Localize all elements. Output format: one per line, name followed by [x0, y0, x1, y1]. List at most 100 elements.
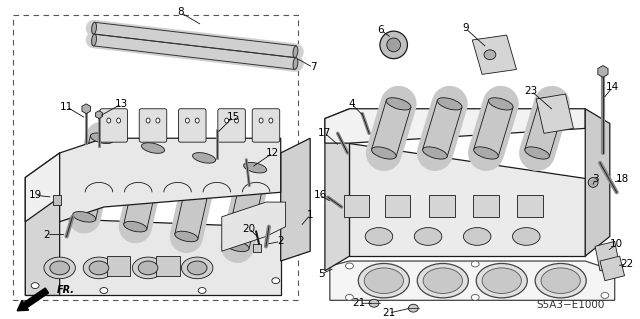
FancyBboxPatch shape: [252, 109, 280, 142]
Ellipse shape: [346, 294, 353, 300]
Text: 1: 1: [307, 210, 314, 220]
Text: 6: 6: [378, 25, 384, 35]
Ellipse shape: [364, 268, 403, 293]
Ellipse shape: [124, 221, 147, 232]
Polygon shape: [26, 217, 281, 295]
Text: 21: 21: [382, 308, 396, 318]
FancyBboxPatch shape: [218, 109, 245, 142]
Ellipse shape: [525, 147, 549, 159]
Bar: [52, 195, 61, 205]
Polygon shape: [349, 143, 585, 256]
Ellipse shape: [484, 50, 496, 60]
Polygon shape: [595, 241, 620, 271]
Text: 15: 15: [227, 112, 240, 122]
Polygon shape: [325, 109, 585, 143]
Ellipse shape: [269, 118, 273, 123]
Ellipse shape: [259, 118, 263, 123]
Text: 11: 11: [60, 102, 73, 112]
Text: 10: 10: [610, 239, 623, 249]
Ellipse shape: [588, 178, 598, 187]
Polygon shape: [26, 153, 60, 295]
Polygon shape: [330, 261, 614, 300]
FancyArrow shape: [17, 288, 49, 311]
Bar: [156, 256, 179, 276]
Text: 20: 20: [243, 224, 256, 234]
Text: 3: 3: [592, 174, 598, 184]
Ellipse shape: [346, 263, 353, 269]
Ellipse shape: [195, 118, 199, 123]
Ellipse shape: [244, 162, 267, 173]
Polygon shape: [60, 138, 281, 222]
Ellipse shape: [44, 257, 76, 279]
Ellipse shape: [92, 34, 97, 46]
Ellipse shape: [535, 263, 586, 298]
Bar: [253, 244, 261, 252]
Ellipse shape: [226, 241, 249, 252]
Ellipse shape: [132, 257, 164, 279]
Ellipse shape: [365, 228, 393, 245]
Text: 2: 2: [277, 236, 284, 246]
FancyBboxPatch shape: [100, 109, 127, 142]
Ellipse shape: [107, 118, 111, 123]
Polygon shape: [325, 109, 349, 271]
Ellipse shape: [414, 228, 442, 245]
Ellipse shape: [471, 294, 479, 300]
Ellipse shape: [138, 261, 158, 275]
Text: 2: 2: [44, 229, 50, 240]
Ellipse shape: [293, 46, 298, 58]
Ellipse shape: [601, 293, 609, 298]
Ellipse shape: [182, 257, 213, 279]
Bar: [13, 15, 298, 300]
Ellipse shape: [156, 118, 160, 123]
Text: 5: 5: [319, 269, 325, 279]
Text: 8: 8: [177, 7, 184, 18]
Text: 19: 19: [29, 190, 42, 200]
Ellipse shape: [513, 228, 540, 245]
Ellipse shape: [387, 38, 401, 52]
FancyBboxPatch shape: [179, 109, 206, 142]
Text: 23: 23: [525, 86, 538, 96]
Ellipse shape: [293, 58, 298, 70]
Polygon shape: [585, 109, 610, 256]
Ellipse shape: [188, 261, 207, 275]
Ellipse shape: [417, 263, 468, 298]
Ellipse shape: [423, 268, 463, 293]
Ellipse shape: [488, 98, 513, 110]
Ellipse shape: [482, 268, 522, 293]
Ellipse shape: [198, 287, 206, 293]
Text: 14: 14: [606, 82, 620, 92]
Text: 12: 12: [266, 148, 280, 158]
Ellipse shape: [116, 118, 120, 123]
Ellipse shape: [463, 228, 491, 245]
Ellipse shape: [175, 231, 198, 242]
Ellipse shape: [83, 257, 115, 279]
Ellipse shape: [225, 118, 228, 123]
Text: 7: 7: [310, 63, 316, 72]
Bar: [518, 195, 543, 217]
Ellipse shape: [541, 268, 580, 293]
Text: 22: 22: [620, 259, 633, 269]
Ellipse shape: [193, 152, 216, 163]
Polygon shape: [600, 256, 625, 281]
FancyBboxPatch shape: [140, 109, 167, 142]
Text: 17: 17: [318, 128, 332, 138]
Ellipse shape: [100, 287, 108, 293]
Ellipse shape: [146, 118, 150, 123]
Ellipse shape: [380, 31, 408, 59]
Text: 4: 4: [348, 99, 355, 109]
Ellipse shape: [90, 133, 113, 144]
Text: 9: 9: [462, 23, 468, 33]
Bar: [385, 195, 410, 217]
Ellipse shape: [31, 283, 39, 288]
Ellipse shape: [476, 263, 527, 298]
Ellipse shape: [50, 261, 70, 275]
Bar: [429, 195, 454, 217]
Text: S5A3−E1000: S5A3−E1000: [536, 300, 605, 310]
Ellipse shape: [234, 118, 239, 123]
Ellipse shape: [387, 98, 411, 110]
Polygon shape: [281, 138, 310, 261]
Text: 13: 13: [115, 99, 128, 109]
Ellipse shape: [92, 22, 97, 34]
Ellipse shape: [89, 261, 109, 275]
Ellipse shape: [471, 261, 479, 267]
